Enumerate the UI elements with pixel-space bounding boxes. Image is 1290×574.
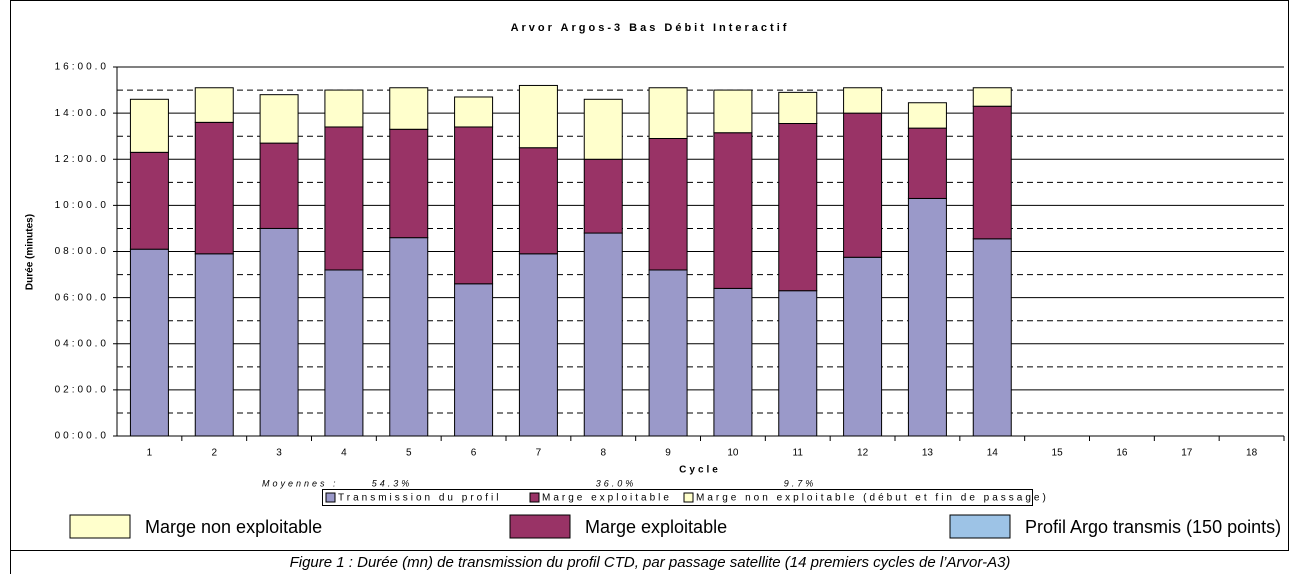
figure-legend-swatch [69,514,131,539]
annotation: 9.7% [784,478,817,488]
bar-segment [843,112,883,258]
x-tick-label: 5 [406,448,412,459]
x-tick-label: 1 [147,448,153,459]
bar-segment [713,132,753,289]
y-tick-label: 00:00.0 [55,431,109,442]
bar-segment [454,283,494,437]
x-tick-label: 17 [1181,448,1193,459]
y-axis-label: Durée (minutes) [25,214,36,290]
bar-segment [194,87,234,123]
x-axis-label: Cycle [679,465,721,476]
bar-segment [583,232,623,437]
y-tick-label: 04:00.0 [55,338,109,349]
bar-segment [194,253,234,437]
y-tick-label: 02:00.0 [55,385,109,396]
bar-segment [972,105,1012,240]
figure-legend-label: Marge non exploitable [145,517,322,537]
x-tick-label: 16 [1116,448,1128,459]
chart-title: Arvor Argos-3 Bas Débit Interactif [511,22,790,34]
annotation: Moyennes : [262,478,339,488]
legend-swatch [683,492,694,503]
legend-swatch [325,492,336,503]
x-tick-label: 11 [793,448,804,459]
bar-segment [907,127,947,199]
bar-segment [648,137,688,271]
legend-box [322,489,1033,506]
y-tick-label: 16:00.0 [55,62,109,73]
bar-segment [129,248,169,437]
bar-segment [389,87,429,130]
bar-segment [972,238,1012,437]
x-tick-label: 8 [600,448,606,459]
x-tick-label: 2 [211,448,217,459]
y-tick-label: 10:00.0 [55,200,109,211]
x-tick-label: 15 [1052,448,1064,459]
x-tick-label: 18 [1246,448,1258,459]
bar-segment [648,87,688,139]
bar-segment [259,94,299,144]
y-tick-label: 06:00.0 [55,292,109,303]
x-tick-label: 6 [471,448,477,459]
bar-segment [324,126,364,271]
y-tick-label: 14:00.0 [55,108,109,119]
bar-segment [907,197,947,437]
y-tick-label: 08:00.0 [55,246,109,257]
legend-label: Transmission du profil [338,493,501,504]
figure-legend-swatch [509,514,571,539]
y-tick-label: 12:00.0 [55,154,109,165]
annotation: 54.3% [372,478,413,488]
bar-segment [518,147,558,255]
bar-segment [129,98,169,153]
figure-legend-swatch [949,514,1011,539]
bar-segment [583,158,623,234]
annotation: 36.0% [596,478,637,488]
bar-segment [778,123,818,292]
x-tick-label: 7 [536,448,542,459]
x-tick-label: 10 [727,448,739,459]
bar-segment [648,269,688,437]
bar-segment [129,151,169,250]
x-tick-label: 9 [665,448,671,459]
bar-segment [713,287,753,437]
bar-segment [324,89,364,128]
bar-segment [778,91,818,125]
bar-segment [843,87,883,114]
bar-segment [972,87,1012,107]
bar-segment [389,128,429,239]
figure-legend-label: Marge exploitable [585,517,727,537]
x-tick-label: 3 [276,448,282,459]
bar-segment [583,98,623,160]
legend-label: Marge non exploitable (début et fin de p… [696,493,1049,504]
bar-segment [843,256,883,437]
bar-segment [454,126,494,285]
legend-swatch [529,492,540,503]
bar-segment [259,227,299,437]
bar-segment [518,253,558,437]
bar-segment [389,237,429,437]
x-tick-label: 13 [922,448,934,459]
bar-segment [194,121,234,255]
bar-segment [907,102,947,129]
bar-segment [713,89,753,134]
bar-segment [259,142,299,229]
x-tick-label: 12 [857,448,869,459]
x-tick-label: 4 [341,448,347,459]
caption: Figure 1 : Durée (mn) de transmission du… [290,554,1011,571]
bar-segment [518,84,558,149]
figure-legend-label: Profil Argo transmis (150 points) [1025,517,1281,537]
legend-label: Marge exploitable [542,493,672,504]
bar-segment [778,290,818,437]
x-tick-label: 14 [987,448,999,459]
bar-segment [324,269,364,437]
bar-segment [454,96,494,128]
